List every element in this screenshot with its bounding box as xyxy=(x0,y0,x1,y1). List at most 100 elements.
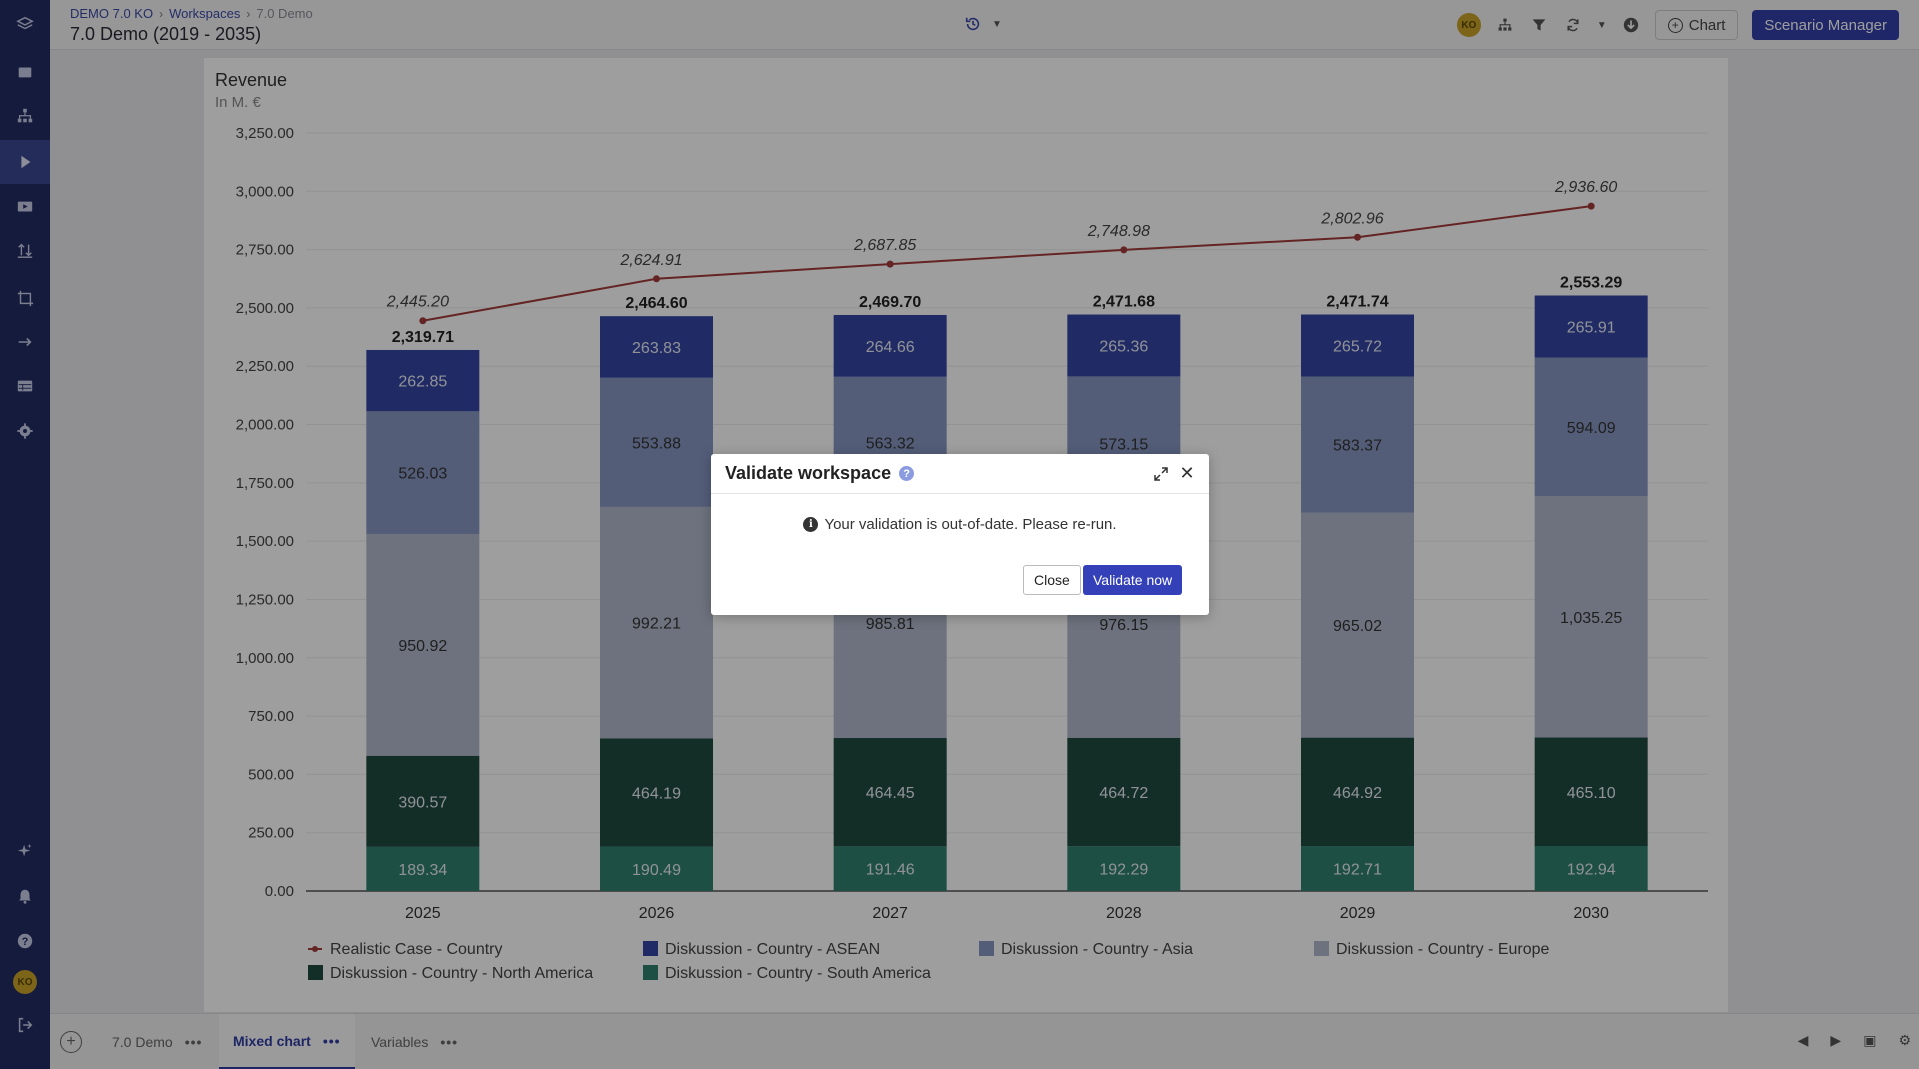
tab-mixed-chart[interactable]: Mixed chart ••• xyxy=(219,1014,355,1069)
bar-segment[interactable] xyxy=(833,314,947,377)
add-tab-button[interactable]: + xyxy=(60,1031,82,1053)
y-tick-label: 2,250.00 xyxy=(236,358,294,375)
legend-swatch xyxy=(643,941,658,956)
legend-item[interactable]: Diskussion - Country - North America xyxy=(308,965,593,982)
bar-segment[interactable] xyxy=(1067,314,1181,377)
bar-segment[interactable] xyxy=(1067,846,1181,891)
bar-segment[interactable] xyxy=(1534,357,1648,497)
bar-segment[interactable] xyxy=(1301,737,1414,847)
scroll-left-icon[interactable]: ◀ xyxy=(1797,1032,1809,1048)
bar-value-label: 464.92 xyxy=(1333,785,1382,802)
bar-segment[interactable] xyxy=(600,377,713,507)
bar-segment[interactable] xyxy=(833,846,947,891)
breadcrumb-item-workspaces[interactable]: Workspaces xyxy=(169,6,241,21)
bar-segment[interactable] xyxy=(366,755,480,847)
bar-segment[interactable] xyxy=(1301,512,1414,738)
legend-item[interactable]: Diskussion - Country - Europe xyxy=(1314,941,1550,958)
play-icon[interactable] xyxy=(0,140,50,184)
bar-segment[interactable] xyxy=(1301,846,1414,891)
line-point[interactable] xyxy=(1587,202,1595,210)
screen-cast-icon[interactable]: ▣ xyxy=(1863,1032,1877,1048)
presentation-icon[interactable] xyxy=(0,185,50,229)
bar-value-label: 265.72 xyxy=(1333,339,1382,356)
help-icon[interactable]: ? xyxy=(0,919,50,963)
line-point[interactable] xyxy=(1120,246,1128,254)
expand-icon[interactable] xyxy=(1153,466,1169,482)
bar-segment[interactable] xyxy=(1301,314,1414,377)
settings-icon[interactable]: ⚙ xyxy=(1898,1032,1911,1048)
bar-segment[interactable] xyxy=(1301,376,1414,513)
close-icon[interactable]: ✕ xyxy=(1179,463,1195,483)
bar-segment[interactable] xyxy=(833,738,947,847)
chevron-down-icon[interactable]: ▼ xyxy=(992,18,1002,30)
legend-item[interactable]: Diskussion - Country - ASEAN xyxy=(643,941,880,958)
hierarchy-icon[interactable] xyxy=(1495,15,1515,35)
plus-circle-icon: + xyxy=(1667,17,1683,33)
arrow-link-icon[interactable] xyxy=(0,320,50,364)
bar-total-label: 2,469.70 xyxy=(859,294,921,311)
svg-text:?: ? xyxy=(22,936,29,948)
legend-item[interactable]: Diskussion - Country - South America xyxy=(643,965,931,982)
history-control[interactable]: ▼ xyxy=(964,15,1002,33)
tab-7-0-demo[interactable]: 7.0 Demo ••• xyxy=(98,1014,216,1069)
bar-segment[interactable] xyxy=(366,846,480,891)
bar-value-label: 992.21 xyxy=(632,616,681,633)
line-value-label: 2,445.20 xyxy=(386,294,449,311)
bar-segment[interactable] xyxy=(600,738,713,847)
avatar[interactable]: KO xyxy=(0,960,50,1004)
more-options-icon[interactable]: ••• xyxy=(440,1034,459,1050)
download-icon[interactable] xyxy=(1621,15,1641,35)
sheet-tab-bar: + 7.0 Demo ••• Mixed chart ••• Variables… xyxy=(50,1013,1919,1069)
bar-segment[interactable] xyxy=(1534,295,1648,358)
close-button[interactable]: Close xyxy=(1023,565,1081,595)
y-tick-label: 2,500.00 xyxy=(236,300,294,317)
legend-item[interactable]: Realistic Case - Country xyxy=(308,941,503,958)
bar-segment[interactable] xyxy=(366,533,480,756)
breadcrumb-item-org[interactable]: DEMO 7.0 KO xyxy=(70,6,154,21)
y-tick-label: 0.00 xyxy=(265,883,294,900)
bar-total-label: 2,319.71 xyxy=(392,329,454,346)
bar-value-label: 553.88 xyxy=(632,435,681,452)
inbox-icon[interactable] xyxy=(0,50,50,94)
user-avatar[interactable]: KO xyxy=(1456,13,1481,37)
legend-label: Diskussion - Country - ASEAN xyxy=(665,941,880,958)
filter-icon[interactable] xyxy=(1529,15,1549,35)
tab-variables[interactable]: Variables ••• xyxy=(357,1014,472,1069)
bar-value-label: 264.66 xyxy=(866,339,915,356)
line-point[interactable] xyxy=(1354,233,1361,241)
scroll-right-icon[interactable]: ▶ xyxy=(1830,1032,1842,1048)
bar-segment[interactable] xyxy=(600,316,713,378)
scenario-manager-button[interactable]: Scenario Manager xyxy=(1752,10,1899,40)
more-options-icon[interactable]: ••• xyxy=(322,1032,341,1049)
legend-item[interactable]: Diskussion - Country - Asia xyxy=(979,941,1193,958)
help-icon[interactable]: ? xyxy=(899,466,915,481)
bar-segment[interactable] xyxy=(600,506,713,739)
refresh-icon[interactable] xyxy=(1563,15,1583,35)
layers-icon[interactable] xyxy=(0,2,50,46)
bar-segment[interactable] xyxy=(600,846,713,891)
bar-segment[interactable] xyxy=(1534,496,1648,738)
hierarchy-icon[interactable] xyxy=(0,94,50,138)
bar-segment[interactable] xyxy=(366,411,480,534)
line-point[interactable] xyxy=(886,260,894,268)
history-icon[interactable] xyxy=(964,15,982,33)
sparkle-icon[interactable] xyxy=(0,829,50,873)
line-point[interactable] xyxy=(419,317,427,325)
import-export-icon[interactable] xyxy=(0,228,50,272)
line-point[interactable] xyxy=(653,275,660,283)
more-options-icon[interactable]: ••• xyxy=(184,1034,203,1050)
bar-segment[interactable] xyxy=(1534,737,1648,847)
logout-icon[interactable] xyxy=(0,1003,50,1047)
gear-icon[interactable] xyxy=(0,409,50,453)
bar-segment[interactable] xyxy=(1534,846,1648,891)
line-series[interactable] xyxy=(422,205,1592,322)
bar-value-label: 263.83 xyxy=(632,340,681,357)
bar-segment[interactable] xyxy=(366,349,480,412)
crop-icon[interactable] xyxy=(0,276,50,320)
table-icon[interactable] xyxy=(0,364,50,408)
add-chart-button[interactable]: + Chart xyxy=(1654,10,1739,40)
chevron-down-icon[interactable]: ▼ xyxy=(1596,19,1607,31)
bell-icon[interactable] xyxy=(0,874,50,918)
validate-now-button[interactable]: Validate now xyxy=(1083,565,1183,595)
bar-segment[interactable] xyxy=(1067,737,1181,847)
